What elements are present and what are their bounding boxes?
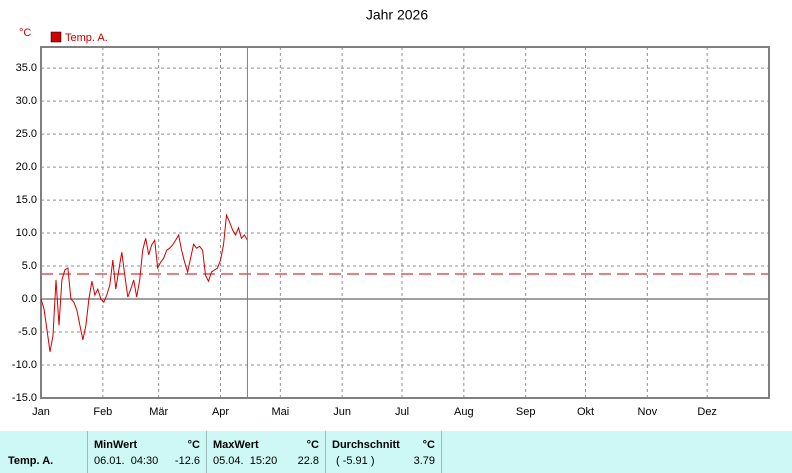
y-tick-label: -10.0 (12, 359, 37, 371)
time: 06.01. 04:30 (94, 455, 159, 467)
chart-title: Jahr 2026 (366, 7, 428, 23)
value: 22.8 (297, 455, 319, 467)
row-name: Temp. A. (8, 455, 54, 467)
legend-label: Temp. A. (65, 32, 108, 44)
y-tick-label: 0.0 (22, 293, 37, 305)
x-tick-label: Aug (454, 406, 474, 418)
note: ( -5.91 ) (336, 455, 375, 467)
chart: Jahr 2026 °C -15.0 -10.0 -5.0 0.0 5.0 10.0 15.… (12, 7, 770, 418)
y-tick-label: 35.0 (16, 62, 37, 74)
header: MinWert (94, 439, 138, 451)
header: Durchschnitt (332, 439, 400, 451)
x-tick-label: Mai (271, 406, 289, 418)
unit: °C (306, 439, 319, 451)
y-tick-label: 10.0 (16, 227, 37, 239)
y-unit: °C (19, 27, 31, 39)
x-tick-label: Feb (93, 406, 112, 418)
y-tick-label: -5.0 (18, 326, 37, 338)
header: MaxWert (213, 439, 259, 451)
min-cell: MinWert °C 06.01. 04:30 -12.6 (87, 431, 207, 473)
y-tick-label: 15.0 (16, 194, 37, 206)
stats-table: Temp. A. MinWert °C 06.01. 04:30 -12.6 M… (0, 431, 792, 473)
x-tick-label: Dez (697, 406, 717, 418)
max-cell: MaxWert °C 05.04. 15:20 22.8 (206, 431, 326, 473)
x-tick-label: Sep (516, 406, 536, 418)
y-tick-label: 5.0 (22, 260, 37, 272)
y-tick-label: 20.0 (16, 161, 37, 173)
unit: °C (187, 439, 200, 451)
unit: °C (422, 439, 435, 451)
x-tick-label: Jun (333, 406, 351, 418)
x-tick-label: Jul (395, 406, 409, 418)
x-tick-label: Nov (638, 406, 658, 418)
y-tick-label: 25.0 (16, 128, 37, 140)
time: 05.04. 15:20 (213, 455, 278, 467)
y-tick-label: 30.0 (16, 95, 37, 107)
legend-swatch (50, 31, 62, 43)
value: -12.6 (174, 455, 200, 467)
x-tick-label: Jan (32, 406, 50, 418)
avg-cell: Durchschnitt °C ( -5.91 ) 3.79 (325, 431, 442, 473)
value: 3.79 (413, 455, 435, 467)
x-tick-label: Okt (577, 406, 594, 418)
line (40, 213, 248, 352)
plot-frame (40, 46, 770, 399)
y-tick-label: -15.0 (12, 392, 37, 404)
row-head: Temp. A. (0, 431, 86, 473)
x-tick-label: Mär (149, 406, 168, 418)
x-tick-label: Apr (212, 406, 229, 418)
